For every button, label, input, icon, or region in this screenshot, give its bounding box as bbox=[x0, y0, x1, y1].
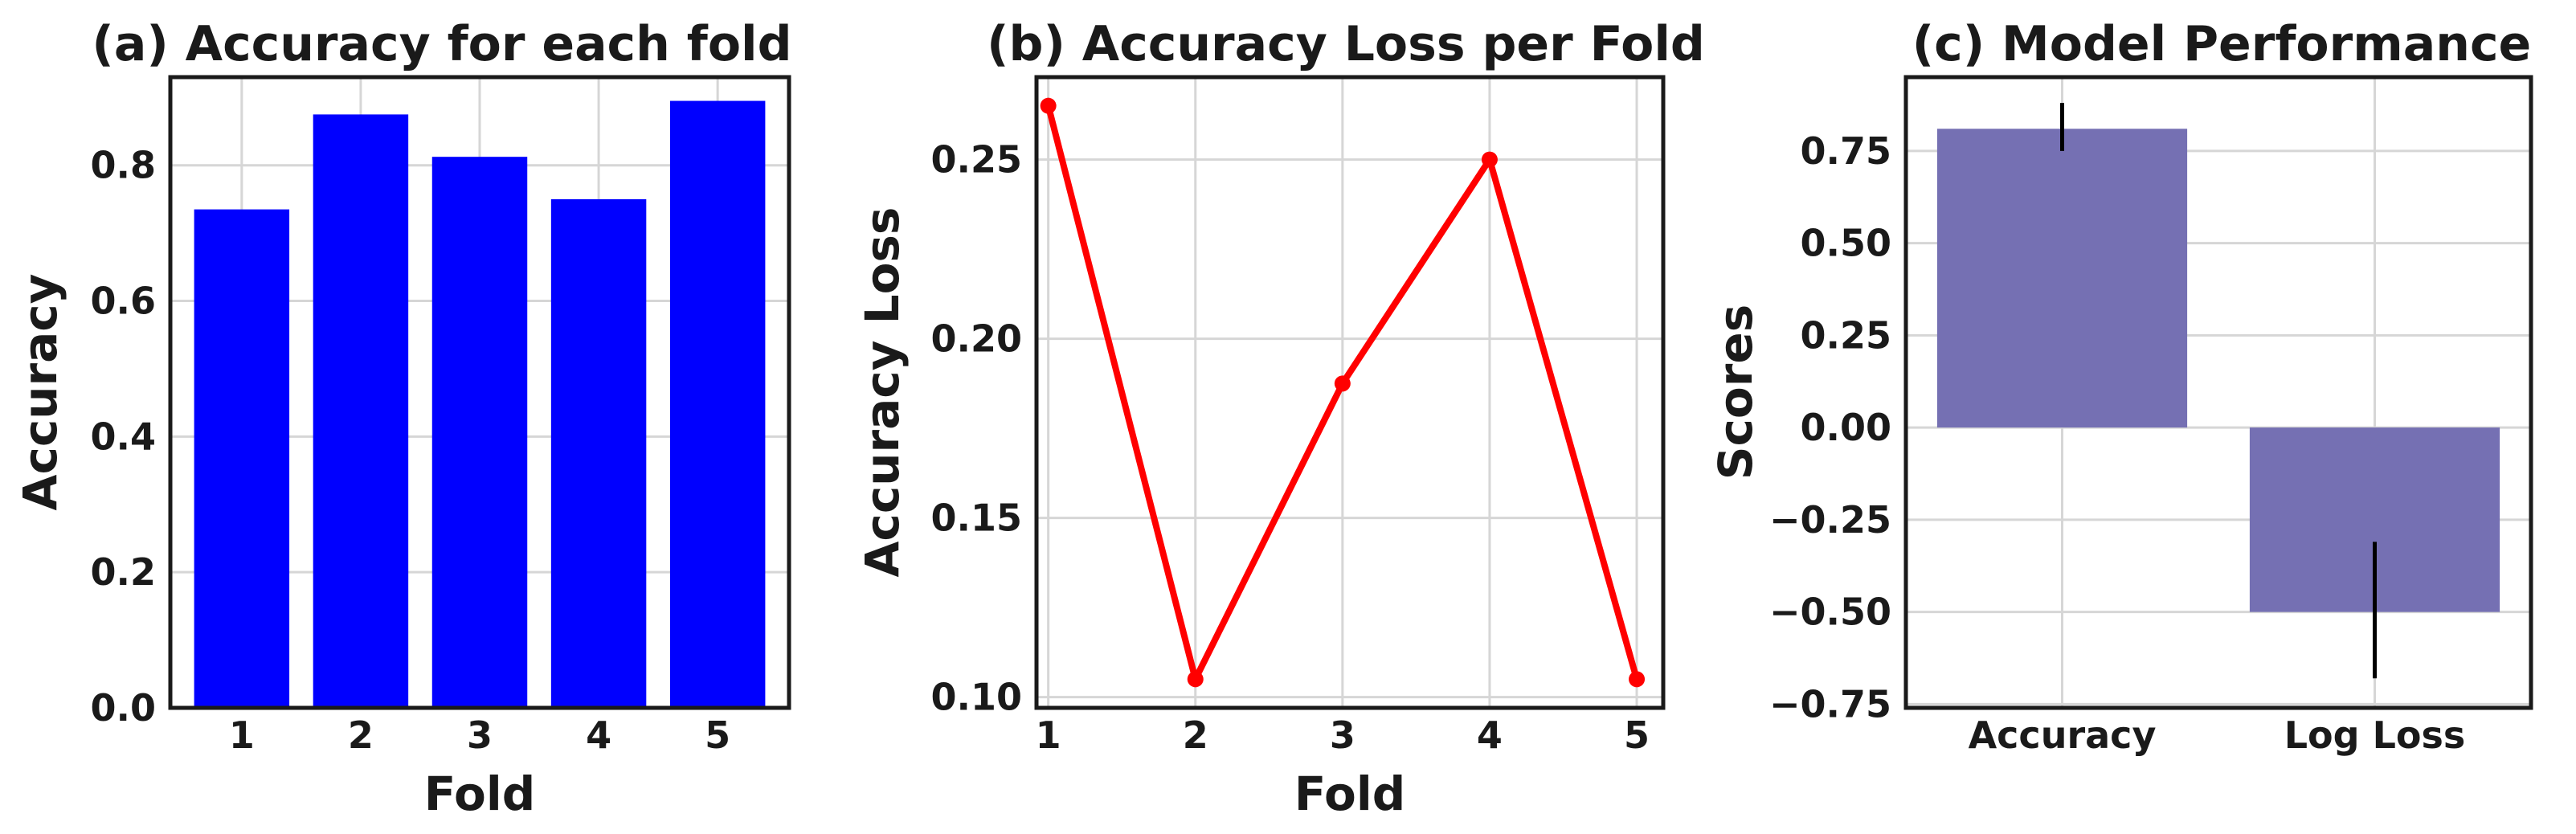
panel-a-y-tick-label: 0.0 bbox=[91, 686, 157, 730]
panel-b-y-tick-label: 0.10 bbox=[931, 676, 1023, 719]
panel-a-y-tick-label: 0.2 bbox=[91, 550, 157, 594]
panel-b-data-point bbox=[1481, 151, 1498, 168]
panel-a-x-tick-label: 3 bbox=[467, 713, 493, 757]
panel-b-x-tick-label: 2 bbox=[1183, 713, 1208, 757]
panel-a-accuracy-per-fold: (a) Accuracy for each fold 1 2 3 4 5 0.0 0.2 0… bbox=[13, 16, 792, 821]
panel-a-bar bbox=[669, 100, 766, 708]
panel-b-frame bbox=[1034, 75, 1666, 710]
panel-c-y-axis-label: Scores bbox=[1708, 305, 1763, 480]
panel-c-frame bbox=[1903, 75, 2533, 710]
panel-c-y-tick-label: −0.75 bbox=[1769, 682, 1891, 726]
panel-c-model-performance: (c) Model Performance Accuracy Log Loss −… bbox=[1708, 16, 2533, 757]
panel-a-y-tick-label: 0.4 bbox=[91, 415, 157, 458]
panel-b-x-tick-label: 4 bbox=[1477, 713, 1503, 757]
panel-b-data-point bbox=[1629, 671, 1646, 688]
panel-b-y-tick-label: 0.20 bbox=[931, 317, 1023, 361]
panel-a-x-tick-label: 2 bbox=[348, 713, 374, 757]
panel-c-y-tick-label: 0.00 bbox=[1801, 406, 1892, 449]
panel-a-bar bbox=[313, 114, 409, 708]
panel-b-y-tick-label: 0.25 bbox=[931, 138, 1023, 182]
panel-a-frame bbox=[168, 75, 791, 710]
panel-a-y-tick-label: 0.8 bbox=[91, 144, 157, 187]
panel-c-bar bbox=[1936, 129, 2188, 428]
panel-a-title: (a) Accuracy for each fold bbox=[92, 16, 791, 72]
panel-a-bar bbox=[550, 198, 647, 708]
panel-b-x-tick-label: 5 bbox=[1624, 713, 1650, 757]
panel-c-y-tick-label: −0.50 bbox=[1769, 591, 1891, 634]
panel-b-data-point bbox=[1040, 97, 1057, 114]
panel-c-y-tick-label: −0.25 bbox=[1769, 498, 1891, 542]
panel-c-x-tick-label: Log Loss bbox=[2284, 713, 2466, 757]
panel-a-bar bbox=[194, 209, 290, 708]
panel-b-accuracy-loss: (b) Accuracy Loss per Fold 1 2 3 4 5 0.10 0.1… bbox=[855, 16, 1705, 821]
panel-b-x-tick-label: 3 bbox=[1330, 713, 1355, 757]
panel-c-y-tick-label: 0.25 bbox=[1801, 313, 1892, 357]
panel-c-y-tick-label: 0.75 bbox=[1801, 129, 1892, 173]
panel-a-y-tick-label: 0.6 bbox=[91, 280, 157, 323]
panel-c-y-tick-label: 0.50 bbox=[1801, 222, 1892, 265]
panel-b-y-axis-label: Accuracy Loss bbox=[855, 207, 910, 578]
panel-a-x-tick-label: 5 bbox=[705, 713, 730, 757]
panel-a-y-axis-label: Accuracy bbox=[13, 274, 67, 511]
panel-b-data-point bbox=[1187, 671, 1204, 688]
panel-c-title: (c) Model Performance bbox=[1912, 16, 2531, 72]
panel-b-y-tick-label: 0.15 bbox=[931, 497, 1023, 540]
panel-b-x-axis-label: Fold bbox=[1294, 767, 1406, 821]
panel-b-data-point bbox=[1334, 375, 1351, 392]
panel-b-title: (b) Accuracy Loss per Fold bbox=[987, 16, 1705, 72]
panel-b-x-tick-label: 1 bbox=[1036, 713, 1061, 757]
panel-c-x-tick-label: Accuracy bbox=[1969, 713, 2157, 757]
panel-a-bar bbox=[431, 157, 528, 708]
panel-a-x-tick-label: 4 bbox=[586, 713, 611, 757]
panel-a-x-tick-label: 1 bbox=[229, 713, 255, 757]
panel-a-x-axis-label: Fold bbox=[424, 767, 536, 821]
